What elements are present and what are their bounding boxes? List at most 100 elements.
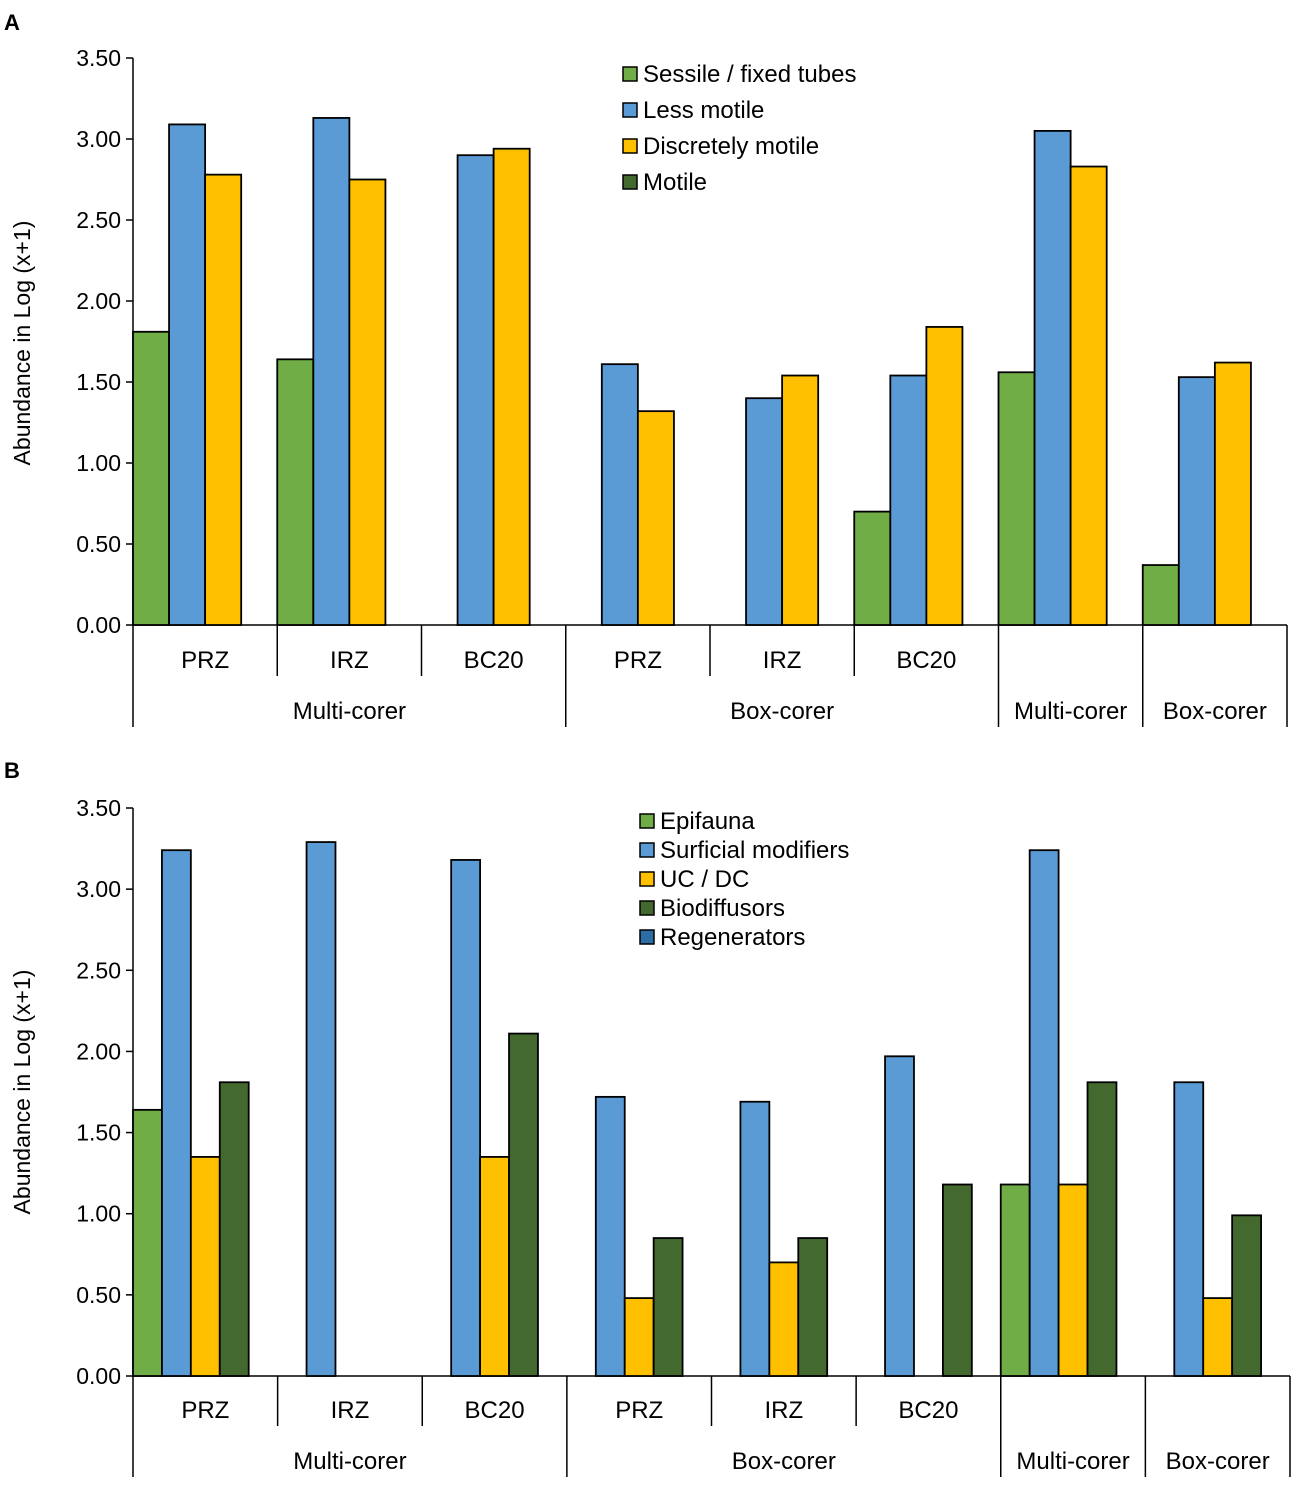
x-axis-a: PRZ IRZ BC20 PRZ IRZ BC20 Multi-corer Box-corer… <box>132 625 1288 727</box>
x-category-label: IRZ <box>331 1397 370 1424</box>
x-category-label: IRZ <box>764 1397 803 1424</box>
x-group-label: Box-corer <box>732 1448 836 1475</box>
x-group-label: Multi-corer <box>1016 1448 1129 1475</box>
bar-discretely-motile <box>1213 361 1252 626</box>
x-group-label: Multi-corer <box>1014 698 1127 725</box>
x-category-label: PRZ <box>615 1397 663 1424</box>
bar-surficial-modifiers <box>161 849 192 1377</box>
y-tick-label: 2.00 <box>76 1038 121 1064</box>
bar-discretely-motile <box>1069 165 1108 626</box>
legend-swatch <box>639 900 655 916</box>
y-tick-label: 1.50 <box>76 1120 121 1146</box>
bar-epifauna <box>132 1108 163 1377</box>
y-axis-label-a: Abundance in Log (x+1) <box>9 221 35 466</box>
bar-less-motile <box>600 363 639 626</box>
x-category-label: IRZ <box>763 647 802 674</box>
x-category-label: BC20 <box>464 647 524 674</box>
bar-biodiffusors <box>1231 1214 1262 1377</box>
bar-epifauna <box>999 1183 1031 1377</box>
bar-sessile-fixed-tubes <box>1141 564 1180 626</box>
y-tick-label: 3.00 <box>76 876 121 902</box>
x-group-label: Box-corer <box>730 698 834 725</box>
bar-discretely-motile <box>204 173 243 626</box>
y-tick-label: 1.00 <box>76 1201 121 1227</box>
bar-sessile-fixed-tubes <box>276 358 315 626</box>
bars-b <box>132 841 1262 1377</box>
x-category-label: PRZ <box>181 647 229 674</box>
y-tick-label: 3.50 <box>76 45 121 71</box>
legend-swatch <box>622 138 638 154</box>
bar-discretely-motile <box>492 147 531 626</box>
chart-panel-b: B Abundance in Log (x+1) 0.00 0.50 1.00 1.5… <box>4 758 1291 1477</box>
legend-swatch <box>639 842 655 858</box>
bar-discretely-motile <box>925 326 964 626</box>
bar-less-motile <box>889 374 928 626</box>
bar-discretely-motile <box>348 178 387 626</box>
bar-surficial-modifiers <box>305 841 337 1377</box>
bar-surficial-modifiers <box>594 1095 626 1377</box>
y-tick-label: 0.00 <box>76 1363 121 1389</box>
legend-label: Less motile <box>643 97 764 124</box>
bar-sessile-fixed-tubes <box>997 371 1036 626</box>
bar-surficial-modifiers <box>1028 849 1060 1377</box>
y-tick-label: 0.50 <box>76 1282 121 1308</box>
bar-discretely-motile <box>781 374 820 626</box>
bar-less-motile <box>745 397 784 626</box>
bar-less-motile <box>1177 376 1216 626</box>
legend-label: Regenerators <box>660 924 805 951</box>
x-group-label: Box-corer <box>1163 698 1267 725</box>
bar-uc-dc <box>768 1261 800 1377</box>
legend-label: Epifauna <box>660 808 755 835</box>
x-category-label: BC20 <box>896 647 956 674</box>
y-tick-labels-b: 0.00 0.50 1.00 1.50 2.00 2.50 3.00 3.50 <box>76 795 121 1389</box>
bar-surficial-modifiers <box>450 859 481 1377</box>
y-tick-labels-a: 0.00 0.50 1.00 1.50 2.00 2.50 3.00 3.50 <box>76 45 121 638</box>
legend-swatch <box>639 871 655 887</box>
bar-biodiffusors <box>942 1183 973 1377</box>
bar-biodiffusors <box>652 1237 684 1377</box>
legend-swatch <box>622 174 638 190</box>
legend-label: Sessile / fixed tubes <box>643 61 856 88</box>
y-tick-label: 0.00 <box>76 612 121 638</box>
y-tick-label: 1.50 <box>76 369 121 395</box>
x-group-label: Box-corer <box>1166 1448 1270 1475</box>
bar-sessile-fixed-tubes <box>853 510 892 626</box>
bar-biodiffusors <box>797 1237 829 1377</box>
legend-swatch <box>622 102 638 118</box>
legend-label: Biodiffusors <box>660 895 785 922</box>
bar-discretely-motile <box>636 410 675 626</box>
bar-uc-dc <box>479 1156 510 1377</box>
bar-uc-dc <box>1057 1183 1089 1377</box>
y-tick-label: 0.50 <box>76 531 121 557</box>
bar-less-motile <box>456 154 495 626</box>
bar-uc-dc <box>623 1297 655 1377</box>
bar-uc-dc <box>189 1156 221 1377</box>
x-category-label: IRZ <box>330 647 369 674</box>
chart-panel-a: A Abundance in Log (x+1) 0.00 0.50 1.00 1.5… <box>4 10 1288 727</box>
bar-uc-dc <box>1202 1297 1234 1377</box>
legend-label: Surficial modifiers <box>660 837 849 864</box>
y-tick-label: 2.00 <box>76 288 121 314</box>
bar-surficial-modifiers <box>884 1055 915 1377</box>
bar-less-motile <box>168 123 207 626</box>
y-tick-label: 1.00 <box>76 450 121 476</box>
legend-a: Sessile / fixed tubes Less motile Discrete… <box>622 61 856 196</box>
panel-letter-a: A <box>4 10 20 35</box>
bar-surficial-modifiers <box>739 1100 771 1377</box>
x-axis-b: PRZ IRZ BC20 PRZ IRZ BC20 Multi-corer Box-corer… <box>132 1376 1291 1477</box>
x-group-label: Multi-corer <box>293 1448 406 1475</box>
bar-biodiffusors <box>508 1032 539 1377</box>
bars-a <box>132 117 1252 626</box>
bar-sessile-fixed-tubes <box>132 330 170 626</box>
y-tick-label: 3.50 <box>76 795 121 821</box>
x-category-label: PRZ <box>181 1397 229 1424</box>
legend-label: Motile <box>643 169 707 196</box>
x-category-label: BC20 <box>465 1397 525 1424</box>
bar-less-motile <box>1033 129 1072 626</box>
bar-less-motile <box>312 117 351 626</box>
legend-swatch <box>639 813 655 829</box>
y-tick-label: 3.00 <box>76 126 121 152</box>
legend-label: Discretely motile <box>643 133 819 160</box>
x-category-label: PRZ <box>614 647 662 674</box>
